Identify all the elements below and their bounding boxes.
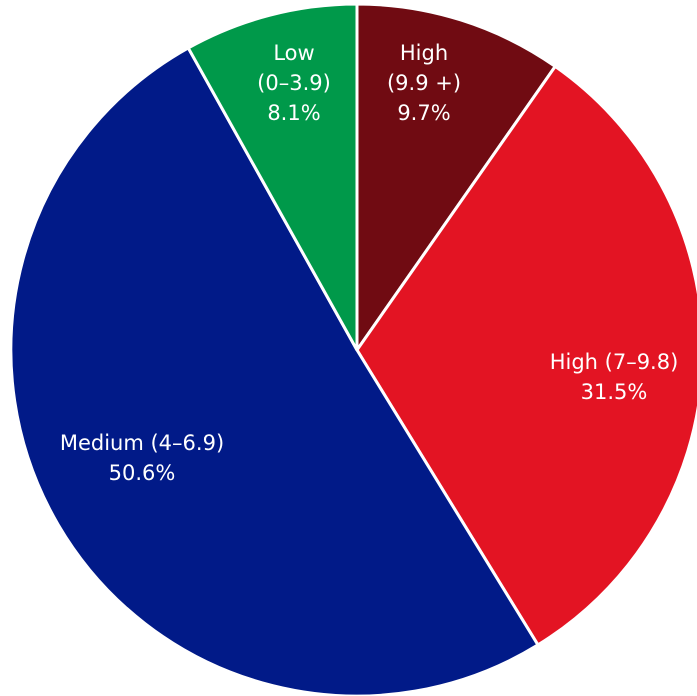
slice-category-label: High [400, 41, 448, 65]
slice-category-label: (0–3.9) [257, 71, 331, 95]
slice-label: Medium (4–6.9) 50.6% [60, 431, 224, 485]
pie-slice [355, 64, 697, 647]
slice-category-label: Medium (4–6.9) [60, 431, 224, 455]
slice-category-label: (9.9 +) [387, 71, 461, 95]
slice-label: High (9.9 +) 9.7% [387, 41, 461, 125]
slice-value-label: 31.5% [581, 380, 648, 404]
slice-label: Low (0–3.9) 8.1% [257, 41, 331, 125]
pie-slices [9, 2, 697, 696]
pie-slice [186, 2, 359, 352]
pie-slice [9, 46, 540, 696]
slice-value-label: 9.7% [397, 101, 450, 125]
slice-value-label: 50.6% [109, 461, 176, 485]
pie-labels: High (9.9 +) 9.7% High (7–9.8) 31.5% Medium (… [60, 41, 678, 485]
slice-label: High (7–9.8) 31.5% [550, 350, 679, 404]
pie-slice [355, 2, 557, 352]
slice-category-label: Low [273, 41, 314, 65]
slice-category-label: High (7–9.8) [550, 350, 679, 374]
slice-value-label: 8.1% [267, 101, 320, 125]
